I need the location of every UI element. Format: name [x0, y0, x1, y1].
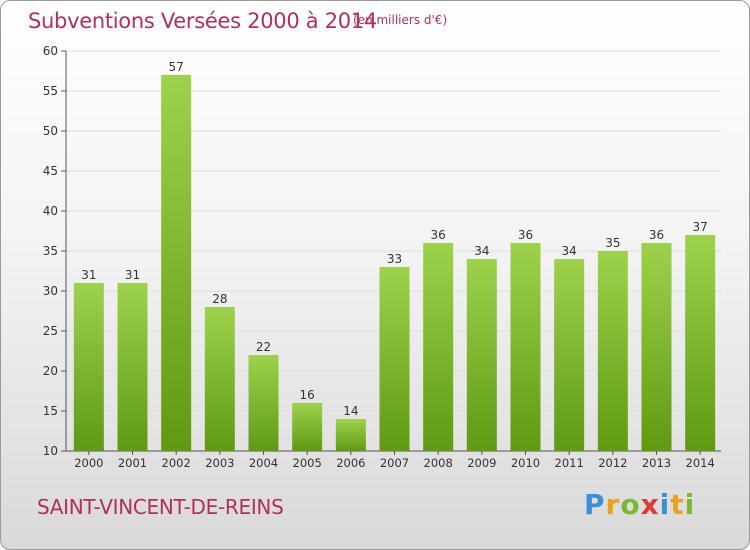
- bar-2007: [379, 267, 410, 451]
- bar-2008: [423, 243, 454, 451]
- x-tick-label-2009: 2009: [467, 456, 496, 470]
- data-label-2013: 36: [649, 228, 664, 242]
- data-labels: 31 31 57 28 22 16 14 33 36 34 36 34 35 36 37: [81, 60, 708, 418]
- y-tick-label: 35: [43, 244, 58, 258]
- y-tick-label: 55: [43, 84, 58, 98]
- logo-letter: o: [620, 488, 641, 521]
- x-tick-label-2005: 2005: [293, 456, 322, 470]
- unit-note: (en milliers d'€): [353, 13, 448, 27]
- data-label-2014: 37: [693, 220, 708, 234]
- bar-2005: [292, 403, 323, 451]
- data-label-2007: 33: [387, 252, 402, 266]
- x-tick-label-2006: 2006: [336, 456, 365, 470]
- data-label-2003: 28: [212, 292, 227, 306]
- data-label-2010: 36: [518, 228, 533, 242]
- x-tick-label-2014: 2014: [686, 456, 715, 470]
- y-tick-label: 15: [43, 404, 58, 418]
- x-tick-label-2003: 2003: [205, 456, 234, 470]
- y-tick-label: 45: [43, 164, 58, 178]
- data-label-2012: 35: [605, 236, 620, 250]
- y-tick-label: 40: [43, 204, 58, 218]
- logo-letter: r: [605, 488, 621, 521]
- data-label-2009: 34: [474, 244, 489, 258]
- x-tick-label-2001: 2001: [118, 456, 147, 470]
- x-tick-label-2004: 2004: [249, 456, 278, 470]
- data-label-2011: 34: [562, 244, 577, 258]
- bar-2000: [73, 283, 104, 451]
- logo-letter: i: [684, 488, 696, 521]
- data-label-2004: 22: [256, 340, 271, 354]
- bar-2009: [466, 259, 497, 451]
- x-tick-label-2013: 2013: [642, 456, 671, 470]
- logo-letter: i: [659, 488, 671, 521]
- x-tick-label-2002: 2002: [162, 456, 191, 470]
- x-tick-label-2007: 2007: [380, 456, 409, 470]
- bars: [73, 75, 716, 451]
- data-label-2005: 16: [300, 388, 315, 402]
- logo-letter: P: [584, 488, 606, 521]
- y-tick-label: 25: [43, 324, 58, 338]
- bar-2002: [161, 75, 192, 451]
- x-tick-label-2000: 2000: [74, 456, 103, 470]
- data-label-2002: 57: [169, 60, 184, 74]
- y-tick-label: 10: [43, 444, 58, 458]
- x-tick-labels: 2000 2001 2002 2003 2004 2005 2006 2007 2008 2009…: [74, 456, 715, 470]
- bar-2003: [204, 307, 235, 451]
- y-tick-label: 20: [43, 364, 58, 378]
- bar-2004: [248, 355, 279, 451]
- commune-name: SAINT-VINCENT-DE-REINS: [37, 495, 284, 519]
- y-tick-label: 50: [43, 124, 58, 138]
- x-tick-label-2012: 2012: [598, 456, 627, 470]
- chart-title: Subventions Versées 2000 à 2014: [28, 9, 377, 33]
- data-label-2001: 31: [125, 268, 140, 282]
- x-tick-label-2011: 2011: [555, 456, 584, 470]
- bar-2011: [554, 259, 585, 451]
- proxiti-logo[interactable]: Proxiti: [584, 488, 695, 521]
- bar-2014: [685, 235, 716, 451]
- bar-2013: [641, 243, 672, 451]
- logo-letter: t: [670, 488, 685, 521]
- bar-2012: [597, 251, 628, 451]
- bar-2006: [335, 419, 366, 451]
- y-tick-label: 30: [43, 284, 58, 298]
- y-tick-label: 60: [43, 44, 58, 58]
- data-label-2006: 14: [343, 404, 358, 418]
- data-label-2000: 31: [81, 268, 96, 282]
- bar-2010: [510, 243, 541, 451]
- y-tick-labels: 10 15 20 25 30 35 40 45 50 55 60: [43, 44, 58, 458]
- x-tick-label-2008: 2008: [424, 456, 453, 470]
- x-tick-label-2010: 2010: [511, 456, 540, 470]
- data-label-2008: 36: [431, 228, 446, 242]
- logo-letter: x: [640, 488, 660, 521]
- bar-2001: [117, 283, 148, 451]
